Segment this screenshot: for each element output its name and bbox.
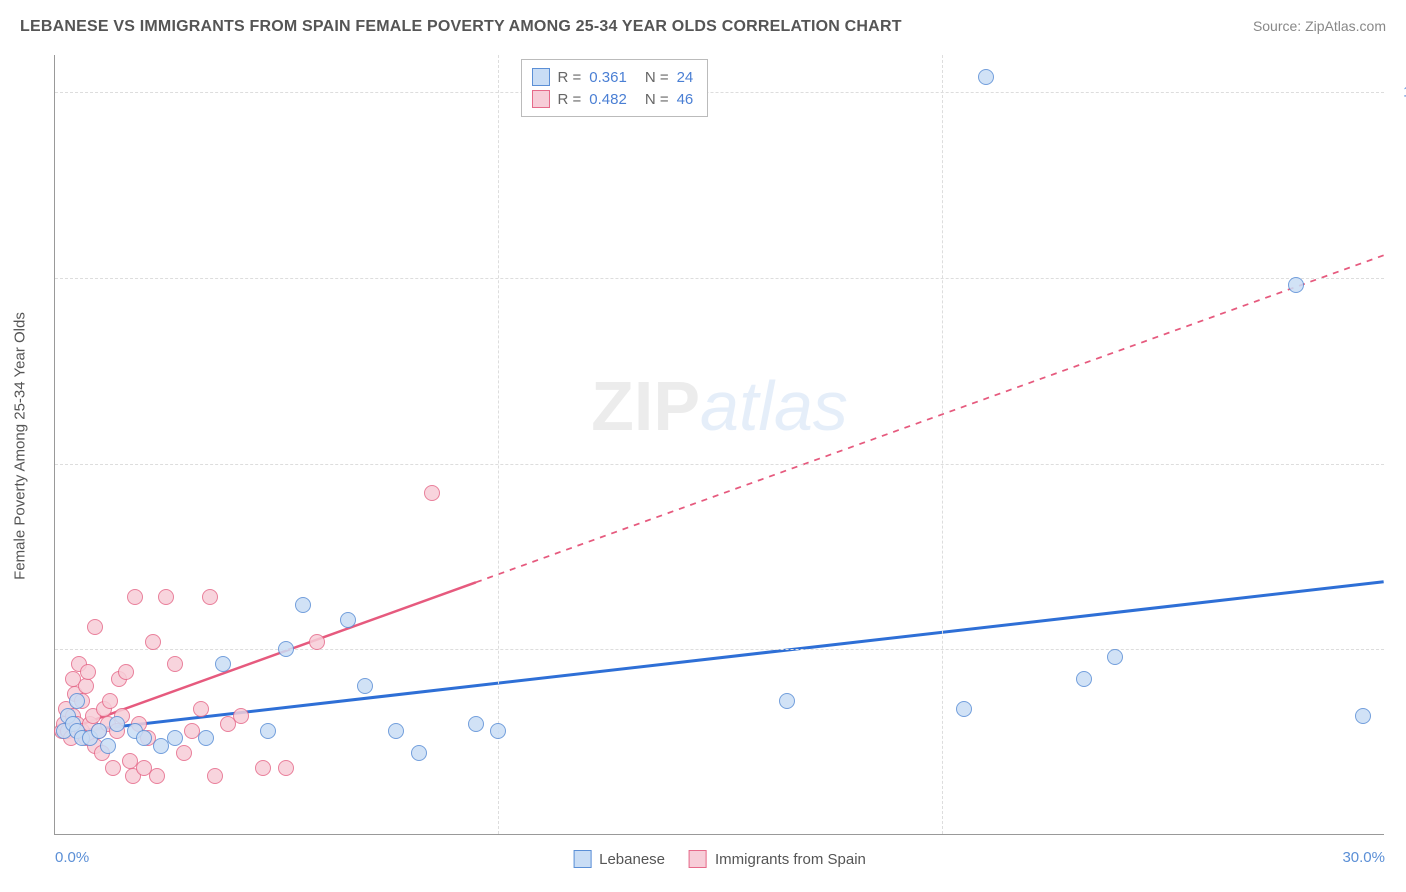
- trend-lines: [55, 55, 1384, 834]
- trend-line-solid: [55, 582, 1383, 734]
- data-point: [1076, 671, 1092, 687]
- y-tick-label: 100.0%: [1394, 84, 1406, 101]
- stats-row: R = 0.361 N = 24: [532, 66, 694, 88]
- series-legend: Lebanese Immigrants from Spain: [573, 850, 866, 868]
- data-point: [468, 716, 484, 732]
- data-point: [167, 656, 183, 672]
- series-swatch: [573, 850, 591, 868]
- data-point: [388, 723, 404, 739]
- data-point: [91, 723, 107, 739]
- data-point: [202, 589, 218, 605]
- watermark-atlas: atlas: [700, 367, 848, 445]
- n-value: 46: [677, 91, 694, 108]
- data-point: [278, 760, 294, 776]
- series-swatch: [532, 90, 550, 108]
- n-label: N =: [645, 91, 669, 108]
- data-point: [158, 589, 174, 605]
- data-point: [490, 723, 506, 739]
- data-point: [167, 730, 183, 746]
- data-point: [109, 716, 125, 732]
- gridline-horizontal: [55, 464, 1384, 465]
- data-point: [411, 745, 427, 761]
- gridline-horizontal: [55, 92, 1384, 93]
- data-point: [1107, 649, 1123, 665]
- series-swatch: [532, 68, 550, 86]
- correlation-stats-box: R = 0.361 N = 24 R = 0.482 N = 46: [521, 59, 709, 117]
- x-tick-label: 30.0%: [1342, 849, 1385, 866]
- watermark-zip: ZIP: [591, 367, 700, 445]
- data-point: [255, 760, 271, 776]
- y-axis-label: Female Poverty Among 25-34 Year Olds: [12, 312, 29, 580]
- r-label: R =: [558, 69, 582, 86]
- data-point: [69, 693, 85, 709]
- legend-label: Immigrants from Spain: [715, 851, 866, 868]
- n-label: N =: [645, 69, 669, 86]
- data-point: [424, 485, 440, 501]
- watermark: ZIPatlas: [591, 366, 848, 446]
- data-point: [105, 760, 121, 776]
- data-point: [80, 664, 96, 680]
- legend-label: Lebanese: [599, 851, 665, 868]
- data-point: [198, 730, 214, 746]
- chart-title: LEBANESE VS IMMIGRANTS FROM SPAIN FEMALE…: [20, 18, 902, 36]
- data-point: [100, 738, 116, 754]
- data-point: [978, 69, 994, 85]
- data-point: [127, 589, 143, 605]
- data-point: [118, 664, 134, 680]
- data-point: [1288, 277, 1304, 293]
- y-tick-label: 25.0%: [1394, 641, 1406, 658]
- scatter-plot: ZIPatlas R =0.361N =24R =0.482N =46 Leba…: [54, 55, 1384, 835]
- stats-row: R = 0.482 N = 46: [532, 88, 694, 110]
- data-point: [136, 730, 152, 746]
- gridline-vertical: [498, 55, 499, 834]
- trend-line-dashed: [476, 255, 1384, 582]
- data-point: [309, 634, 325, 650]
- data-point: [357, 678, 373, 694]
- data-point: [193, 701, 209, 717]
- gridline-vertical: [942, 55, 943, 834]
- data-point: [176, 745, 192, 761]
- data-point: [1355, 708, 1371, 724]
- data-point: [278, 641, 294, 657]
- r-value: 0.482: [589, 91, 627, 108]
- n-value: 24: [677, 69, 694, 86]
- gridline-horizontal: [55, 649, 1384, 650]
- y-tick-label: 75.0%: [1394, 269, 1406, 286]
- data-point: [78, 678, 94, 694]
- data-point: [340, 612, 356, 628]
- r-value: 0.361: [589, 69, 627, 86]
- data-point: [215, 656, 231, 672]
- data-point: [102, 693, 118, 709]
- x-tick-label: 0.0%: [55, 849, 89, 866]
- source-attribution: Source: ZipAtlas.com: [1253, 18, 1386, 34]
- data-point: [87, 619, 103, 635]
- data-point: [145, 634, 161, 650]
- data-point: [260, 723, 276, 739]
- data-point: [956, 701, 972, 717]
- data-point: [149, 768, 165, 784]
- data-point: [233, 708, 249, 724]
- data-point: [295, 597, 311, 613]
- legend-item: Lebanese: [573, 850, 665, 868]
- r-label: R =: [558, 91, 582, 108]
- series-swatch: [689, 850, 707, 868]
- data-point: [779, 693, 795, 709]
- y-tick-label: 50.0%: [1394, 455, 1406, 472]
- gridline-horizontal: [55, 278, 1384, 279]
- legend-item: Immigrants from Spain: [689, 850, 866, 868]
- data-point: [207, 768, 223, 784]
